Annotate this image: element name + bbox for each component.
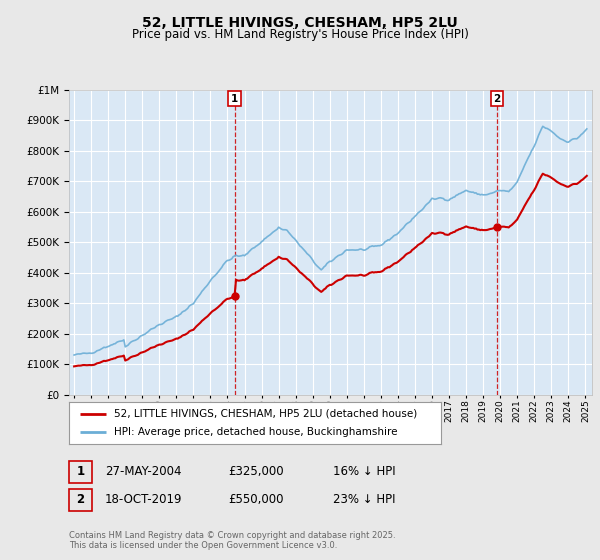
Text: 52, LITTLE HIVINGS, CHESHAM, HP5 2LU (detached house): 52, LITTLE HIVINGS, CHESHAM, HP5 2LU (de…: [113, 409, 417, 419]
Text: 2: 2: [493, 94, 500, 104]
Text: 1: 1: [231, 94, 238, 104]
Text: £550,000: £550,000: [228, 493, 284, 506]
Text: Price paid vs. HM Land Registry's House Price Index (HPI): Price paid vs. HM Land Registry's House …: [131, 28, 469, 41]
Text: 2: 2: [76, 493, 85, 506]
Text: Contains HM Land Registry data © Crown copyright and database right 2025.
This d: Contains HM Land Registry data © Crown c…: [69, 531, 395, 550]
Text: 23% ↓ HPI: 23% ↓ HPI: [333, 493, 395, 506]
Text: 27-MAY-2004: 27-MAY-2004: [105, 465, 182, 478]
Text: £325,000: £325,000: [228, 465, 284, 478]
Text: HPI: Average price, detached house, Buckinghamshire: HPI: Average price, detached house, Buck…: [113, 427, 397, 437]
Text: 52, LITTLE HIVINGS, CHESHAM, HP5 2LU: 52, LITTLE HIVINGS, CHESHAM, HP5 2LU: [142, 16, 458, 30]
Text: 1: 1: [76, 465, 85, 478]
Text: 16% ↓ HPI: 16% ↓ HPI: [333, 465, 395, 478]
Text: 18-OCT-2019: 18-OCT-2019: [105, 493, 182, 506]
